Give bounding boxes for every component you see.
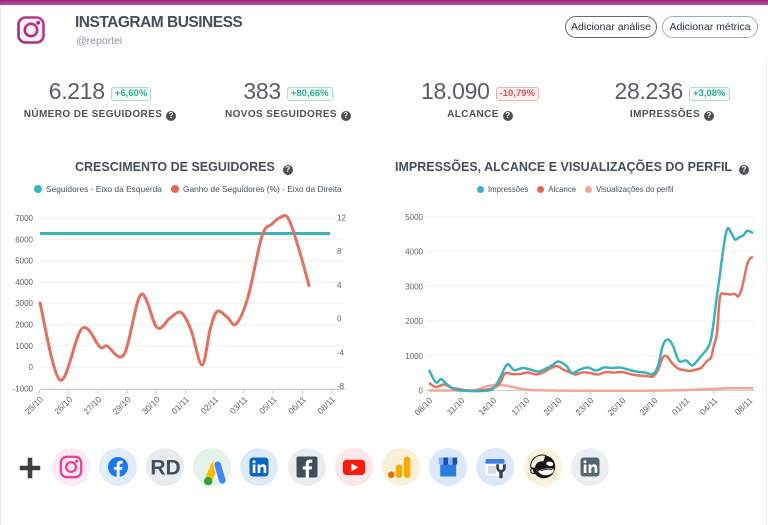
svg-text:0: 0 bbox=[337, 315, 342, 324]
svg-text:-8: -8 bbox=[337, 382, 345, 391]
svg-text:01/11: 01/11 bbox=[169, 394, 191, 416]
svg-text:26/10: 26/10 bbox=[605, 395, 627, 417]
svg-text:23/10: 23/10 bbox=[573, 395, 595, 417]
svg-text:-1000: -1000 bbox=[13, 385, 34, 394]
svg-text:04/11: 04/11 bbox=[698, 395, 720, 417]
svg-text:03/11: 03/11 bbox=[228, 394, 250, 416]
svg-text:4000: 4000 bbox=[15, 278, 33, 287]
svg-text:26/10: 26/10 bbox=[52, 394, 74, 416]
svg-text:0: 0 bbox=[419, 387, 424, 396]
svg-text:1000: 1000 bbox=[405, 352, 423, 361]
svg-text:5000: 5000 bbox=[15, 257, 33, 266]
svg-text:06/11: 06/11 bbox=[286, 394, 308, 416]
svg-text:6000: 6000 bbox=[15, 235, 33, 244]
svg-text:08/11: 08/11 bbox=[733, 395, 755, 417]
svg-text:14/10: 14/10 bbox=[476, 395, 498, 417]
svg-text:29/10: 29/10 bbox=[637, 395, 659, 417]
svg-text:20/10: 20/10 bbox=[541, 395, 563, 417]
svg-text:7000: 7000 bbox=[15, 214, 33, 223]
svg-text:05/11: 05/11 bbox=[257, 394, 279, 416]
svg-text:12: 12 bbox=[337, 214, 346, 223]
svg-text:0: 0 bbox=[29, 363, 34, 372]
svg-text:25/10: 25/10 bbox=[23, 394, 45, 416]
svg-text:08/10: 08/10 bbox=[412, 395, 434, 417]
svg-text:2000: 2000 bbox=[15, 321, 33, 330]
svg-text:3000: 3000 bbox=[15, 299, 33, 308]
svg-text:17/10: 17/10 bbox=[509, 395, 531, 417]
svg-text:29/10: 29/10 bbox=[110, 394, 132, 416]
svg-text:30/10: 30/10 bbox=[140, 394, 162, 416]
svg-text:2000: 2000 bbox=[405, 317, 423, 326]
svg-text:-4: -4 bbox=[337, 348, 345, 357]
svg-text:01/11: 01/11 bbox=[670, 395, 692, 417]
svg-text:3000: 3000 bbox=[405, 282, 423, 291]
svg-text:1000: 1000 bbox=[15, 342, 33, 351]
svg-text:8: 8 bbox=[337, 247, 342, 256]
svg-text:4: 4 bbox=[337, 281, 342, 290]
svg-text:5000: 5000 bbox=[405, 213, 423, 222]
svg-text:08/11: 08/11 bbox=[315, 394, 337, 416]
svg-text:27/10: 27/10 bbox=[81, 394, 103, 416]
svg-text:4000: 4000 bbox=[405, 248, 423, 257]
svg-text:RD: RD bbox=[150, 457, 180, 480]
svg-text:11/10: 11/10 bbox=[445, 395, 467, 417]
svg-text:02/11: 02/11 bbox=[199, 394, 221, 416]
